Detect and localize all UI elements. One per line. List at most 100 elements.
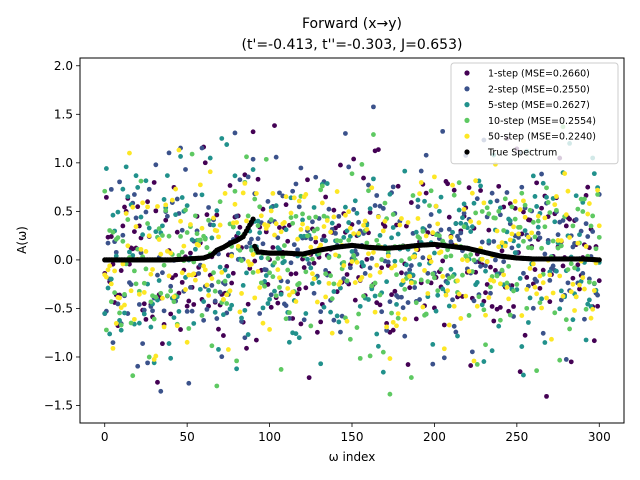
- data-point: [544, 194, 549, 200]
- data-point: [489, 348, 495, 354]
- data-point: [300, 217, 305, 223]
- data-point: [329, 330, 335, 336]
- data-point: [356, 311, 361, 317]
- data-point: [563, 223, 569, 229]
- data-point: [432, 250, 437, 256]
- data-point: [422, 268, 427, 273]
- data-point: [148, 299, 154, 305]
- data-point: [517, 276, 523, 281]
- data-point: [334, 189, 340, 194]
- data-point: [455, 278, 460, 284]
- data-point: [252, 196, 258, 202]
- data-point: [557, 357, 563, 363]
- data-point: [469, 224, 475, 230]
- data-point: [331, 289, 337, 294]
- data-point: [436, 208, 442, 214]
- data-point: [468, 363, 474, 368]
- data-point: [234, 358, 240, 364]
- data-point: [423, 233, 429, 239]
- data-point: [458, 316, 464, 321]
- data-point: [390, 319, 396, 325]
- data-point: [285, 286, 291, 291]
- data-point: [351, 207, 357, 212]
- data-point: [321, 233, 327, 239]
- data-point: [324, 181, 330, 186]
- data-point: [428, 259, 434, 265]
- data-point: [343, 212, 348, 218]
- data-point: [156, 226, 162, 232]
- data-point: [267, 270, 272, 276]
- data-point: [542, 340, 548, 345]
- data-point: [410, 193, 416, 198]
- data-point: [496, 244, 502, 250]
- data-point: [397, 222, 403, 228]
- data-point: [384, 327, 390, 333]
- data-point: [347, 225, 353, 231]
- data-point: [235, 230, 241, 236]
- data-point: [384, 321, 390, 326]
- data-point: [323, 268, 329, 273]
- data-point: [539, 171, 544, 177]
- data-point: [321, 224, 327, 229]
- data-point: [517, 224, 523, 230]
- data-point: [178, 154, 183, 159]
- data-point: [585, 234, 591, 239]
- data-point: [183, 207, 188, 213]
- data-point: [219, 136, 225, 141]
- data-point: [399, 294, 404, 300]
- data-point: [155, 204, 160, 209]
- data-point: [450, 182, 455, 188]
- data-point: [583, 244, 589, 249]
- data-point: [583, 221, 589, 227]
- data-point: [568, 359, 574, 365]
- data-point: [113, 320, 119, 326]
- data-point: [445, 288, 451, 294]
- data-point: [107, 263, 113, 269]
- data-point: [123, 164, 129, 170]
- data-point: [237, 247, 243, 253]
- data-point: [394, 323, 399, 329]
- data-point: [301, 317, 307, 323]
- data-point: [573, 193, 579, 199]
- data-point: [356, 230, 361, 236]
- data-point: [202, 160, 208, 166]
- data-point: [479, 302, 485, 308]
- data-point: [296, 204, 302, 210]
- data-point: [232, 130, 238, 136]
- data-point: [557, 306, 563, 312]
- data-point: [438, 227, 444, 233]
- data-point: [112, 268, 118, 274]
- data-point: [188, 222, 193, 227]
- series-50-step: [102, 147, 602, 364]
- data-point: [535, 213, 541, 219]
- data-point: [438, 249, 444, 255]
- data-point: [554, 194, 559, 199]
- data-point: [174, 196, 180, 202]
- data-point: [288, 215, 294, 220]
- data-point: [209, 235, 215, 241]
- data-point: [255, 236, 261, 242]
- data-point: [219, 354, 225, 360]
- data-point: [425, 279, 431, 284]
- data-point: [310, 271, 315, 277]
- data-point: [433, 203, 439, 209]
- data-point: [405, 300, 411, 305]
- data-point: [212, 298, 218, 304]
- data-point: [596, 223, 602, 229]
- data-point: [260, 320, 266, 326]
- data-point: [417, 297, 422, 302]
- data-point: [496, 183, 502, 189]
- data-point: [352, 280, 358, 285]
- data-point: [143, 209, 149, 215]
- data-point: [371, 104, 376, 110]
- data-point: [583, 193, 589, 198]
- data-point: [534, 180, 540, 186]
- data-point: [446, 226, 452, 232]
- data-point: [122, 292, 127, 297]
- data-point: [366, 188, 371, 194]
- data-point: [250, 252, 256, 257]
- data-point: [253, 337, 259, 343]
- data-point: [103, 327, 109, 333]
- data-point: [499, 248, 505, 254]
- data-point: [384, 324, 390, 330]
